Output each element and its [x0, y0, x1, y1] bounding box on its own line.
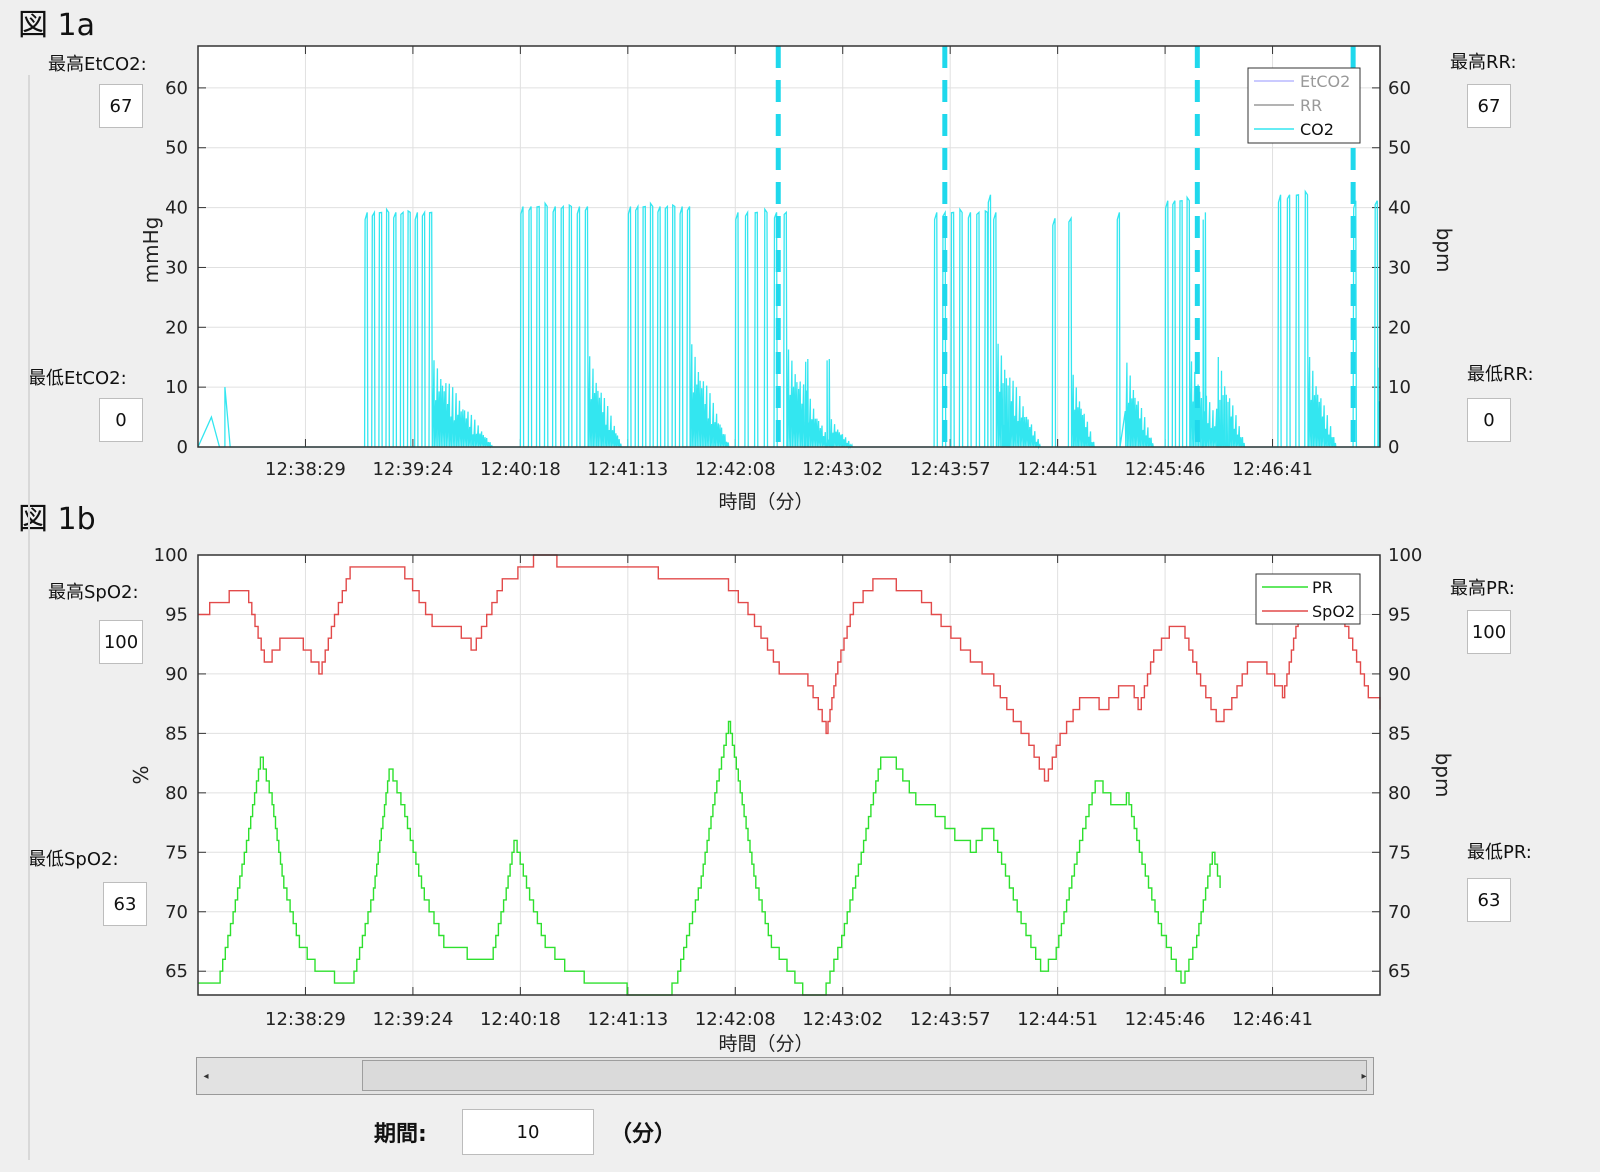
spo2-ytick-label: 90: [165, 664, 188, 685]
spo2-xtick-label: 12:42:08: [695, 1009, 776, 1030]
figure-1b-label: 図 1b: [18, 502, 96, 537]
co2-xtick-label: 12:45:46: [1125, 459, 1206, 480]
spo2-xtick-label: 12:46:41: [1232, 1009, 1313, 1030]
co2-xtick-label: 12:46:41: [1232, 459, 1313, 480]
max-rr-label: 最高RR:: [1450, 52, 1517, 73]
co2-ytick-label: 10: [165, 377, 188, 398]
min-spo2-label: 最低SpO2:: [28, 849, 119, 870]
spo2-plot-frame: [197, 554, 1381, 996]
spo2-pr-chart: 12:38:29 12:39:24 12:40:18 12:41:13 12:42:08…: [129, 545, 1455, 1055]
co2-ytick-label-right: 10: [1388, 377, 1411, 398]
spo2-ytick-label: 75: [165, 842, 188, 863]
spo2-ytick-label: 95: [165, 604, 188, 625]
co2-xtick-label: 12:42:08: [695, 459, 776, 480]
co2-ytick-label: 50: [165, 138, 188, 159]
co2-ytick-label-right: 30: [1388, 257, 1411, 278]
spo2-xtick-label: 12:44:51: [1017, 1009, 1098, 1030]
co2-xtick-label: 12:38:29: [265, 459, 346, 480]
max-etco2-field[interactable]: 67: [99, 84, 143, 128]
spo2-ytick-label-right: 70: [1388, 902, 1411, 923]
spo2-ytick-label: 80: [165, 783, 188, 804]
co2-ytick-label-right: 50: [1388, 138, 1411, 159]
co2-plot-frame: [197, 45, 1381, 448]
co2-xtick-label: 12:41:13: [587, 459, 668, 480]
spo2-xtick-label: 12:43:02: [802, 1009, 883, 1030]
left-divider: [28, 75, 30, 1160]
co2-xtick-label: 12:43:02: [802, 459, 883, 480]
spo2-ytick-label-right: 75: [1388, 842, 1411, 863]
spo2-ylabel-right: bpm: [1431, 753, 1455, 798]
max-pr-field[interactable]: 100: [1467, 610, 1511, 654]
spo2-xtick-label: 12:45:46: [1125, 1009, 1206, 1030]
duration-input[interactable]: 10: [462, 1109, 594, 1155]
min-pr-label: 最低PR:: [1467, 842, 1532, 863]
co2-ylabel-right: bpm: [1432, 228, 1456, 273]
min-rr-label: 最低RR:: [1467, 364, 1534, 385]
scroll-right-icon[interactable]: ▸: [1361, 1070, 1367, 1082]
duration-unit: （分）: [610, 1122, 677, 1147]
min-etco2-field[interactable]: 0: [99, 398, 143, 442]
spo2-ytick-label-right: 90: [1388, 664, 1411, 685]
spo2-xtick-label: 12:39:24: [372, 1009, 453, 1030]
pr-series-line: [198, 720, 1221, 996]
co2-ytick-label-right: 20: [1388, 317, 1411, 338]
spo2-ytick-label-right: 95: [1388, 604, 1411, 625]
co2-xtick-label: 12:39:24: [372, 459, 453, 480]
spo2-series-line: [198, 554, 1381, 782]
co2-xtick-label: 12:40:18: [480, 459, 561, 480]
min-spo2-field[interactable]: 63: [103, 882, 147, 926]
max-etco2-label: 最高EtCO2:: [48, 54, 147, 75]
spo2-ytick-label: 70: [165, 902, 188, 923]
spo2-ytick-label: 100: [154, 545, 188, 566]
max-pr-label: 最高PR:: [1450, 578, 1515, 599]
spo2-ytick-label-right: 100: [1388, 545, 1422, 566]
co2-ytick-label: 60: [165, 78, 188, 99]
min-rr-field[interactable]: 0: [1467, 398, 1511, 442]
co2-ytick-label-right: 0: [1388, 437, 1399, 458]
spo2-legend-label: SpO2: [1312, 602, 1355, 621]
spo2-xtick-label: 12:43:57: [910, 1009, 991, 1030]
max-spo2-label: 最高SpO2:: [48, 582, 139, 603]
spo2-xtick-label: 12:38:29: [265, 1009, 346, 1030]
co2-ylabel-left: mmHg: [139, 217, 163, 284]
co2-ytick-label-right: 60: [1388, 78, 1411, 99]
max-rr-field[interactable]: 67: [1467, 84, 1511, 128]
duration-label: 期間:: [374, 1122, 427, 1147]
figure-1a-label: 図 1a: [18, 8, 96, 43]
co2-series-line: [197, 189, 1381, 450]
spo2-ytick-label: 65: [165, 961, 188, 982]
min-pr-field[interactable]: 63: [1467, 878, 1511, 922]
max-spo2-field[interactable]: 100: [99, 620, 143, 664]
spo2-ytick-label: 85: [165, 723, 188, 744]
co2-legend-label: RR: [1300, 96, 1322, 115]
spo2-ytick-label-right: 85: [1388, 723, 1411, 744]
spo2-legend: [1255, 573, 1361, 625]
co2-ytick-label: 30: [165, 257, 188, 278]
co2-ytick-label-right: 40: [1388, 198, 1411, 219]
co2-ytick-label: 40: [165, 198, 188, 219]
spo2-xlabel: 時間（分）: [718, 1033, 813, 1055]
co2-ytick-label: 0: [177, 437, 188, 458]
co2-legend-label: CO2: [1300, 120, 1334, 139]
co2-ytick-label: 20: [165, 317, 188, 338]
spo2-plot-area: [198, 555, 1380, 995]
spo2-legend-label: PR: [1312, 578, 1333, 597]
co2-xtick-label: 12:43:57: [910, 459, 991, 480]
scroll-left-icon[interactable]: ◂: [203, 1070, 209, 1082]
spo2-ylabel-left: %: [129, 765, 153, 784]
min-etco2-label: 最低EtCO2:: [28, 368, 127, 389]
co2-xlabel: 時間（分）: [718, 491, 813, 513]
co2-legend-label: EtCO2: [1300, 72, 1350, 91]
scroll-thumb[interactable]: [362, 1060, 1367, 1091]
co2-xtick-label: 12:44:51: [1017, 459, 1098, 480]
co2-chart: 12:38:29 12:39:24 12:40:18 12:41:13 12:42:08…: [139, 45, 1456, 513]
spo2-ytick-label-right: 80: [1388, 783, 1411, 804]
spo2-ytick-label-right: 65: [1388, 961, 1411, 982]
time-scrollbar[interactable]: ◂ ▸: [196, 1057, 1374, 1095]
spo2-xtick-label: 12:40:18: [480, 1009, 561, 1030]
spo2-xtick-label: 12:41:13: [587, 1009, 668, 1030]
